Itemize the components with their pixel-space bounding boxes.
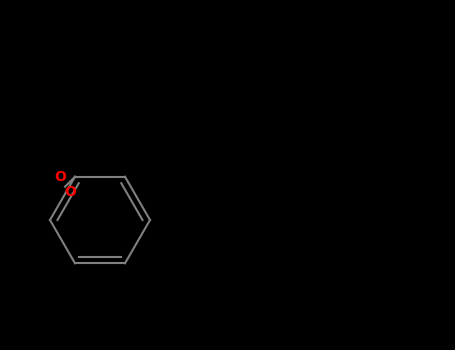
Text: O: O bbox=[64, 185, 76, 199]
Text: O: O bbox=[54, 170, 66, 184]
